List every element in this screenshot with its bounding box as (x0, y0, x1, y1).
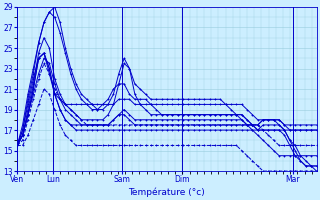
X-axis label: Température (°c): Température (°c) (129, 187, 205, 197)
